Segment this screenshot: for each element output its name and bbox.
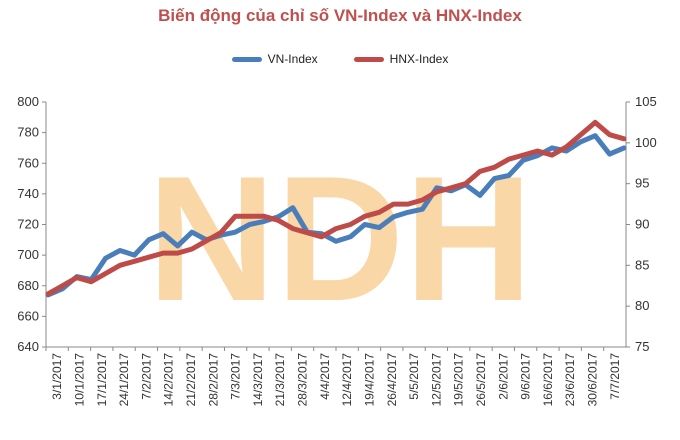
x-tick-label: 7/3/2017 xyxy=(229,353,243,400)
y-right-tick-label: 85 xyxy=(635,257,649,272)
legend-item-vn-index: VN-Index xyxy=(231,52,318,66)
y-right-tick-label: 105 xyxy=(635,94,657,109)
x-tick-label: 7/7/2017 xyxy=(608,353,622,400)
x-tick-label: 14/3/2017 xyxy=(251,353,265,407)
x-tick-label: 21/3/2017 xyxy=(273,353,287,407)
y-left-tick-label: 780 xyxy=(17,125,39,140)
x-tick-label: 19/5/2017 xyxy=(452,353,466,407)
x-tick-label: 12/5/2017 xyxy=(429,353,443,407)
legend-swatch-vn-index xyxy=(231,56,262,62)
x-tick-label: 4/4/2017 xyxy=(318,353,332,400)
y-left-tick-label: 800 xyxy=(17,94,39,109)
legend-item-hnx-index: HNX-Index xyxy=(353,52,449,66)
y-right-tick-label: 75 xyxy=(635,339,649,354)
legend-label-vn-index: VN-Index xyxy=(267,52,318,66)
y-left-tick-label: 740 xyxy=(17,186,39,201)
x-tick-label: 9/6/2017 xyxy=(519,353,533,400)
series-lines xyxy=(45,119,627,298)
x-tick-label: 24/1/2017 xyxy=(117,353,131,407)
y-right-tick-label: 100 xyxy=(635,135,657,150)
x-tick-label: 14/2/2017 xyxy=(162,353,176,407)
x-tick-label: 28/3/2017 xyxy=(296,353,310,407)
x-tick-label: 3/1/2017 xyxy=(50,353,64,400)
x-tick-label: 21/2/2017 xyxy=(184,353,198,407)
y-left-tick-label: 720 xyxy=(17,217,39,232)
x-tick-label: 12/4/2017 xyxy=(340,353,354,407)
y-right-tick-label: 95 xyxy=(635,176,649,191)
y-left-tick-label: 660 xyxy=(17,308,39,323)
y-right-tick-label: 80 xyxy=(635,298,649,313)
x-tick-label: 26/5/2017 xyxy=(474,353,488,407)
x-tick-label: 16/6/2017 xyxy=(541,353,555,407)
x-tick-label: 23/6/2017 xyxy=(563,353,577,407)
vn-index-line xyxy=(45,133,627,298)
y-left-tick-label: 700 xyxy=(17,247,39,262)
x-tick-label: 5/5/2017 xyxy=(407,353,421,400)
legend-label-hnx-index: HNX-Index xyxy=(389,52,449,66)
x-tick-label: 17/1/2017 xyxy=(95,353,109,407)
x-tick-label: 7/2/2017 xyxy=(139,353,153,400)
x-tick-label: 19/4/2017 xyxy=(362,353,376,407)
axes: 640 660 680 700 720 740 760 780 800 75 80 85 90 95 100… xyxy=(17,94,656,406)
hnx-index-line xyxy=(45,119,627,297)
x-tick-label: 28/2/2017 xyxy=(206,353,220,407)
x-tick-label: 30/6/2017 xyxy=(586,353,600,407)
x-tick-label: 2/6/2017 xyxy=(496,353,510,400)
chart-title: Biến động của chỉ số VN-Index và HNX-Ind… xyxy=(158,6,522,25)
y-right-tick-label: 90 xyxy=(635,217,649,232)
legend-swatch-hnx-index xyxy=(353,56,384,62)
y-left-tick-label: 760 xyxy=(17,155,39,170)
x-tick-label: 10/1/2017 xyxy=(72,353,86,407)
y-left-tick-label: 680 xyxy=(17,278,39,293)
chart-legend: VN-Index HNX-Index xyxy=(0,52,680,66)
y-left-tick-label: 640 xyxy=(17,339,39,354)
x-tick-label: 26/4/2017 xyxy=(385,353,399,407)
